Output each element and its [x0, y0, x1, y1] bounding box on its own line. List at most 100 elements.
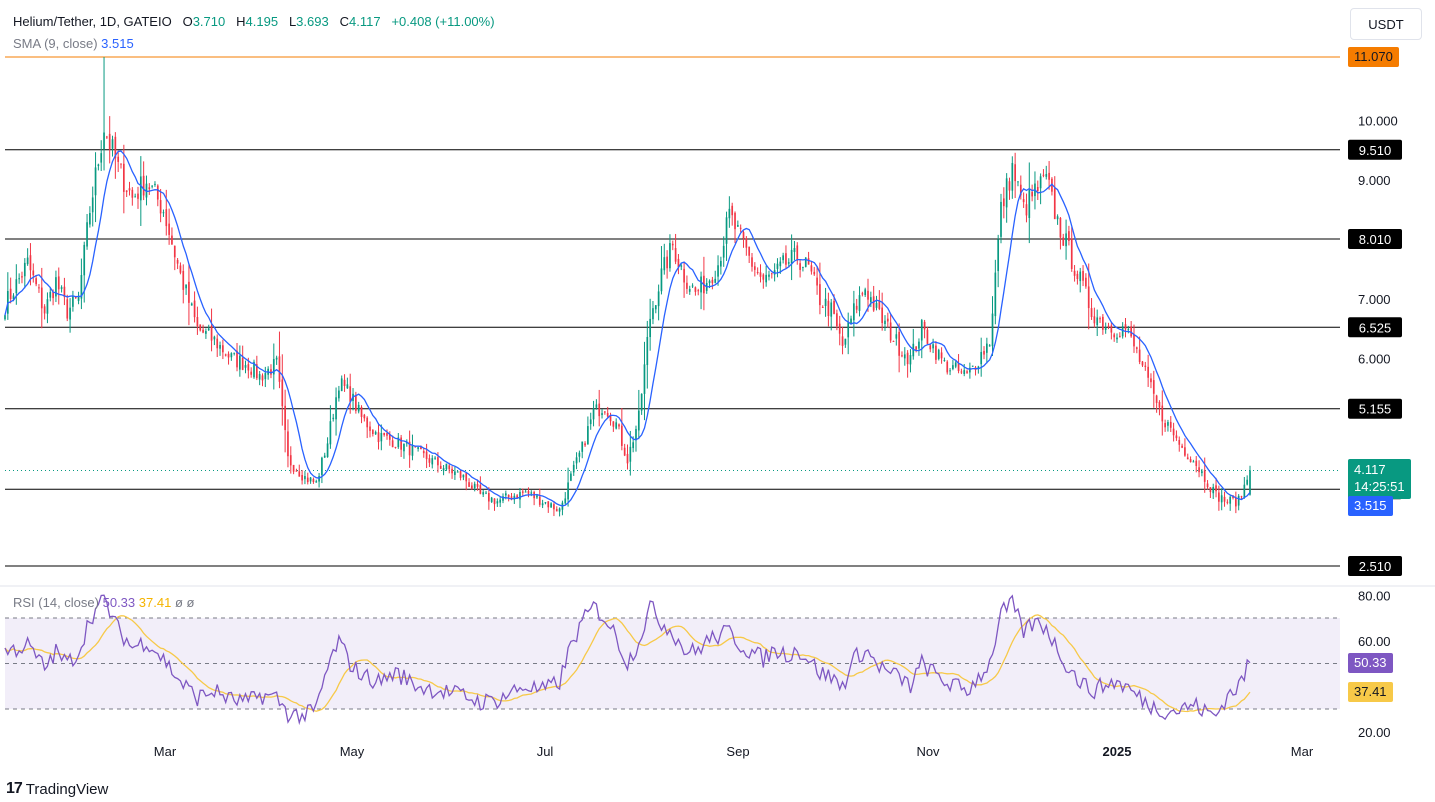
sma-label[interactable]: SMA (9, close)	[13, 36, 98, 51]
currency-button[interactable]: USDT	[1350, 8, 1422, 40]
candle-down	[677, 254, 680, 275]
candle-down	[193, 291, 196, 323]
candle-body	[957, 363, 960, 372]
candle-down	[1118, 332, 1121, 338]
candle-body	[1019, 184, 1022, 196]
candle-body	[960, 371, 963, 373]
candle-down	[821, 305, 824, 308]
candle-down	[241, 345, 244, 371]
candle-body	[374, 431, 377, 435]
candle-body	[213, 336, 216, 340]
candle-up	[567, 467, 569, 507]
branding[interactable]: 17 TradingView	[6, 780, 108, 798]
price-tick-label: 7.000	[1358, 292, 1391, 307]
candle-body	[686, 282, 688, 289]
candle-body	[222, 345, 224, 353]
candle-down	[448, 462, 451, 474]
candle-up	[23, 258, 26, 289]
candle-body	[159, 200, 162, 214]
candle-body	[652, 308, 654, 320]
candle-down	[1169, 416, 1172, 432]
candle-body	[346, 384, 349, 389]
candle-body	[349, 386, 352, 402]
level-label-bg	[1348, 228, 1402, 249]
candle-down	[400, 434, 402, 458]
candle-body	[1008, 181, 1011, 191]
candle-up	[326, 437, 329, 458]
candle-body	[1102, 316, 1104, 330]
candle-down	[108, 116, 111, 164]
candle-body	[581, 441, 584, 452]
candle-body	[544, 502, 547, 504]
symbol-title[interactable]: Helium/Tether, 1D, GATEIO	[13, 14, 172, 29]
candle-down	[1186, 453, 1189, 460]
candle-up	[321, 456, 323, 484]
candle-down	[626, 444, 629, 470]
candle-down	[199, 324, 202, 332]
candle-down	[377, 423, 380, 450]
candle-body	[920, 320, 923, 341]
candle-body	[872, 296, 875, 311]
candle-body	[867, 290, 869, 300]
rsi-line	[4, 594, 1251, 726]
candle-body	[587, 426, 589, 445]
candle-down	[547, 501, 550, 513]
candle-down	[131, 187, 134, 206]
candle-up	[700, 271, 702, 310]
price-tick-label: 9.000	[1358, 173, 1391, 188]
candle-body	[1039, 176, 1042, 189]
candle-body	[954, 362, 957, 367]
candle-body	[151, 185, 153, 187]
candle-body	[117, 156, 120, 162]
candle-body	[12, 295, 15, 300]
candle-up	[663, 243, 666, 275]
candle-body	[128, 188, 131, 191]
candle-body	[708, 280, 711, 284]
candle-body	[338, 390, 340, 399]
candle-up	[544, 501, 547, 505]
candle-up	[1249, 465, 1251, 496]
candle-down	[439, 461, 442, 469]
candle-body	[9, 288, 12, 299]
candle-body	[77, 296, 80, 301]
candle-down	[295, 468, 298, 472]
candle-up	[640, 393, 643, 415]
candle-up	[190, 302, 193, 306]
candle-down	[408, 430, 411, 468]
candle-down	[120, 163, 122, 169]
candle-body	[193, 300, 196, 318]
candle-down	[148, 183, 151, 195]
candle-body	[156, 185, 159, 200]
candle-down	[343, 374, 346, 392]
candle-body	[717, 265, 719, 277]
candle-down	[250, 367, 253, 378]
candle-body	[485, 492, 487, 494]
candle-body	[609, 415, 612, 422]
candle-body	[567, 482, 569, 500]
candle-up	[847, 312, 850, 355]
candle-body	[903, 354, 906, 359]
candle-down	[278, 331, 281, 389]
level-label-text: 5.155	[1359, 402, 1392, 417]
candle-body	[796, 245, 799, 261]
candle-up	[1045, 165, 1048, 180]
candle-down	[819, 262, 821, 315]
candle-body	[312, 479, 315, 482]
candle-down	[915, 346, 917, 353]
candle-body	[431, 458, 434, 465]
rsi-label[interactable]: RSI (14, close)	[13, 595, 99, 610]
candle-body	[1144, 365, 1147, 367]
candle-body	[536, 495, 538, 498]
candle-body	[1036, 187, 1039, 191]
candle-body	[620, 425, 623, 446]
candle-up	[258, 370, 261, 386]
candle-body	[530, 492, 533, 494]
candle-up	[937, 348, 940, 361]
candle-down	[1008, 177, 1011, 200]
candle-body	[827, 300, 830, 316]
candle-body	[906, 352, 909, 365]
candle-body	[612, 421, 615, 427]
candle-up	[244, 360, 247, 374]
candle-body	[196, 317, 199, 327]
